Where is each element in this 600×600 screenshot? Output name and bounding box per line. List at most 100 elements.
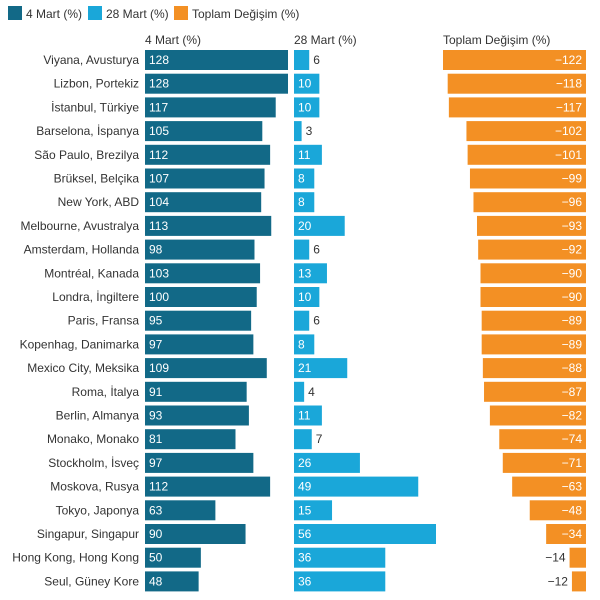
- bar-28-mart: [294, 215, 345, 236]
- data-label-28-mart: 13: [298, 266, 312, 280]
- data-label-28-mart: 20: [298, 219, 312, 233]
- data-label-4-mart: 50: [149, 551, 163, 565]
- data-label-28-mart: 26: [298, 456, 312, 470]
- bar-4-mart: [145, 73, 288, 94]
- bar-28-mart: [294, 97, 320, 118]
- bar-toplam-degisim: [469, 168, 586, 189]
- bar-28-mart: [294, 121, 302, 142]
- data-label-4-mart: 48: [149, 574, 163, 588]
- data-label-4-mart: 97: [149, 456, 163, 470]
- data-label-4-mart: 63: [149, 503, 163, 517]
- data-label-28-mart: 36: [298, 574, 312, 588]
- data-label-28-mart: 49: [298, 480, 312, 494]
- data-label-4-mart: 104: [149, 195, 169, 209]
- data-label-toplam-degisim: −122: [555, 53, 582, 67]
- bar-toplam-degisim: [512, 476, 586, 497]
- bar-toplam-degisim: [467, 144, 586, 165]
- data-label-toplam-degisim: −71: [562, 456, 583, 470]
- category-label: New York, ABD: [58, 195, 140, 209]
- bar-28-mart: [294, 452, 360, 473]
- category-label: Montréal, Kanada: [44, 266, 139, 280]
- data-label-4-mart: 117: [149, 100, 168, 114]
- data-label-toplam-degisim: −82: [562, 409, 583, 423]
- data-label-28-mart: 4: [308, 385, 315, 399]
- data-label-28-mart: 10: [298, 77, 312, 91]
- bar-28-mart: [294, 547, 386, 568]
- data-label-28-mart: 8: [298, 337, 305, 351]
- data-label-toplam-degisim: −48: [562, 503, 583, 517]
- data-label-4-mart: 93: [149, 409, 163, 423]
- category-label: Viyana, Avusturya: [43, 53, 139, 67]
- data-label-28-mart: 7: [316, 432, 323, 446]
- bar-28-mart: [294, 358, 348, 379]
- data-label-toplam-degisim: −12: [548, 574, 569, 588]
- bar-28-mart: [294, 500, 333, 521]
- bar-4-mart: [145, 381, 247, 402]
- bar-4-mart: [145, 168, 265, 189]
- bar-toplam-degisim: [481, 310, 586, 331]
- data-label-4-mart: 105: [149, 124, 169, 138]
- bar-toplam-degisim: [443, 50, 586, 70]
- data-label-4-mart: 109: [149, 361, 169, 375]
- data-label-4-mart: 113: [149, 219, 168, 233]
- data-label-28-mart: 10: [298, 100, 312, 114]
- bar-toplam-degisim: [546, 524, 586, 544]
- legend-label-4-mart: 4 Mart (%): [26, 7, 82, 21]
- bar-4-mart: [145, 476, 271, 497]
- category-label: Barselona, İspanya: [36, 124, 139, 138]
- data-label-toplam-degisim: −89: [562, 314, 583, 328]
- bar-4-mart: [145, 121, 263, 142]
- bar-28-mart: [294, 429, 312, 450]
- data-label-toplam-degisim: −117: [556, 100, 582, 114]
- data-label-28-mart: 36: [298, 551, 312, 565]
- data-label-toplam-degisim: −63: [562, 480, 583, 494]
- data-label-4-mart: 90: [149, 527, 163, 541]
- bar-4-mart: [145, 144, 271, 165]
- bar-toplam-degisim: [502, 452, 586, 473]
- bar-28-mart: [294, 168, 315, 189]
- category-label: São Paulo, Brezilya: [34, 148, 139, 162]
- data-label-toplam-degisim: −87: [562, 385, 583, 399]
- data-label-toplam-degisim: −102: [555, 124, 582, 138]
- category-label: Mexico City, Meksika: [27, 361, 139, 375]
- bar-toplam-degisim: [529, 500, 586, 521]
- bar-28-mart: [294, 73, 320, 94]
- category-label: Hong Kong, Hong Kong: [12, 551, 139, 565]
- data-label-28-mart: 6: [313, 243, 320, 257]
- data-label-4-mart: 128: [149, 53, 169, 67]
- data-label-toplam-degisim: −74: [562, 432, 583, 446]
- data-label-toplam-degisim: −99: [562, 172, 583, 186]
- category-label: Brüksel, Belçika: [54, 172, 140, 186]
- category-label: Seul, Güney Kore: [44, 574, 139, 588]
- panel-title-28-mart: 28 Mart (%): [294, 33, 357, 47]
- bar-28-mart: [294, 50, 310, 70]
- data-label-4-mart: 103: [149, 266, 169, 280]
- data-label-28-mart: 8: [298, 195, 305, 209]
- category-label: İstanbul, Türkiye: [51, 100, 139, 114]
- bar-28-mart: [294, 571, 386, 592]
- bar-toplam-degisim: [480, 263, 586, 284]
- category-label: Monako, Monako: [47, 432, 139, 446]
- bar-28-mart: [294, 287, 320, 307]
- bar-toplam-degisim: [480, 287, 586, 307]
- data-label-toplam-degisim: −90: [562, 266, 583, 280]
- category-label: Melbourne, Avustralya: [20, 219, 139, 233]
- bar-28-mart: [294, 144, 322, 165]
- data-label-28-mart: 3: [306, 124, 313, 138]
- data-label-28-mart: 11: [298, 409, 311, 423]
- data-label-4-mart: 97: [149, 337, 163, 351]
- bar-toplam-degisim: [448, 97, 586, 118]
- bar-4-mart: [145, 215, 272, 236]
- bar-toplam-degisim: [466, 121, 586, 142]
- data-label-toplam-degisim: −88: [562, 361, 583, 375]
- data-label-toplam-degisim: −90: [562, 290, 583, 304]
- bar-toplam-degisim: [476, 215, 586, 236]
- bar-toplam-degisim: [484, 381, 586, 402]
- bar-4-mart: [145, 192, 262, 213]
- bar-28-mart: [294, 381, 305, 402]
- bar-4-mart: [145, 50, 288, 70]
- bar-28-mart: [294, 476, 419, 497]
- data-label-toplam-degisim: −118: [556, 77, 582, 91]
- data-label-28-mart: 6: [313, 314, 320, 328]
- bar-toplam-degisim: [499, 429, 586, 450]
